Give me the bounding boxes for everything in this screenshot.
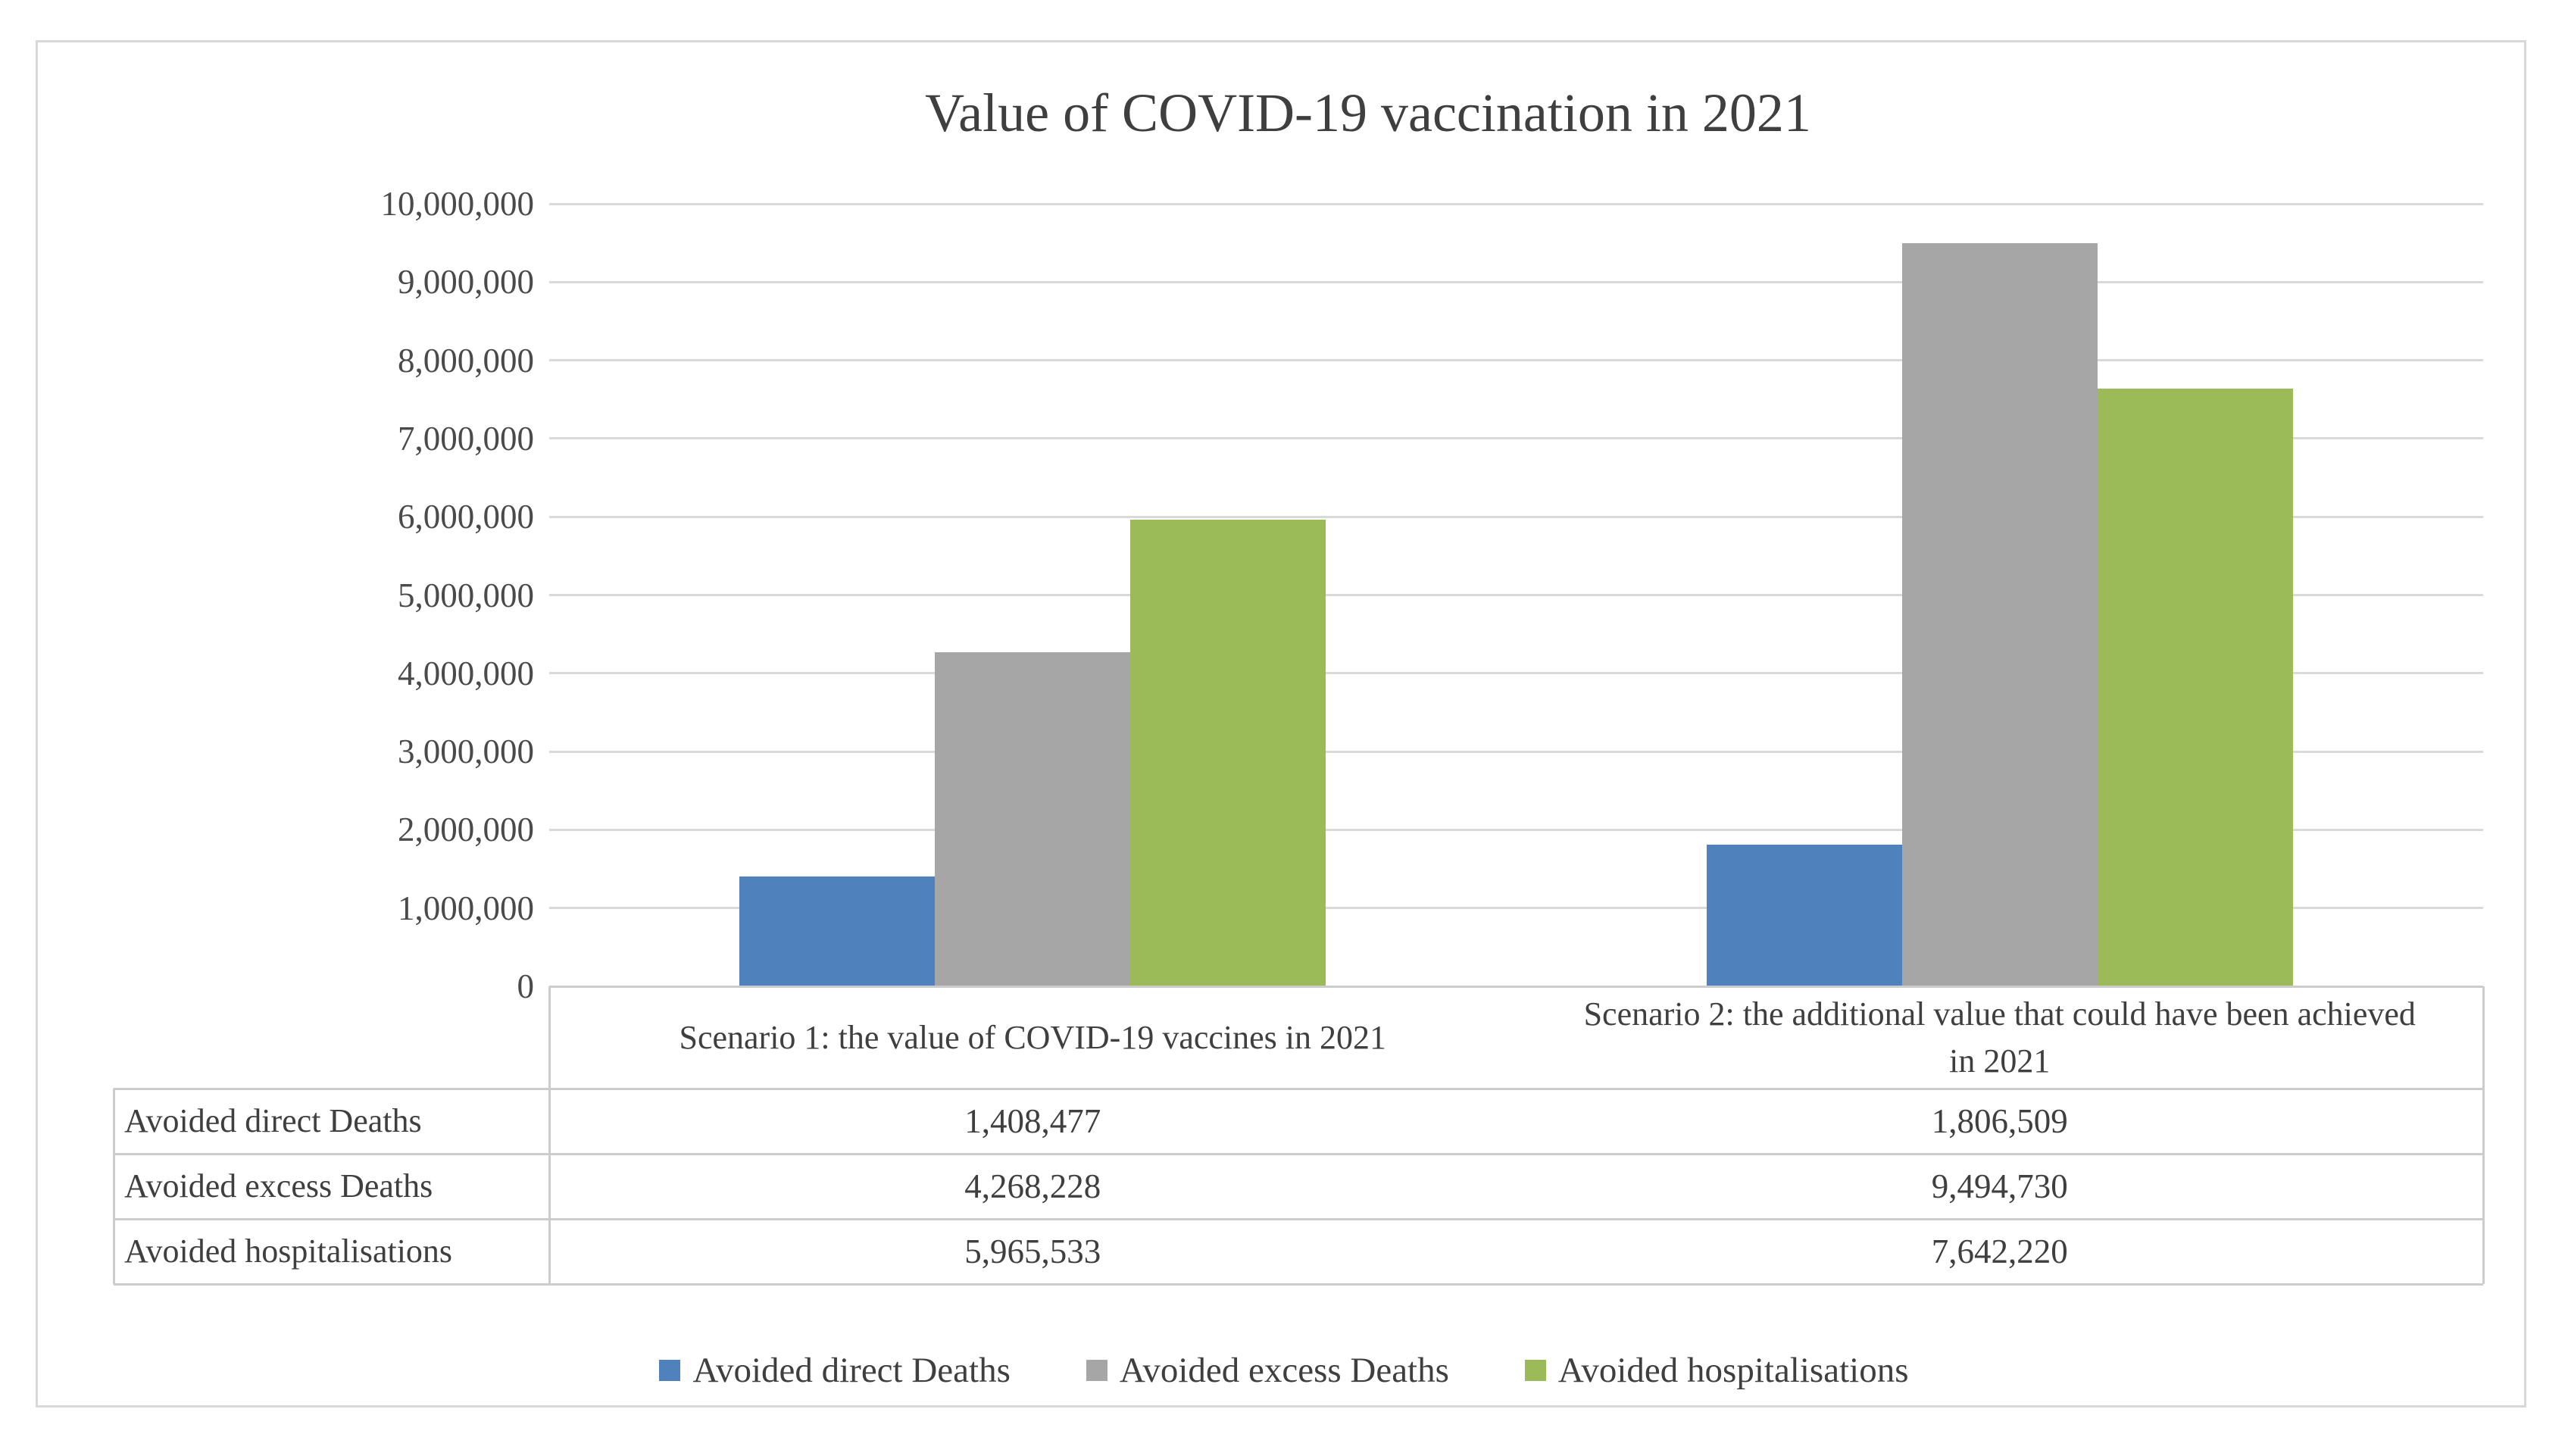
y-gridline: [549, 750, 2483, 753]
y-gridline: [549, 672, 2483, 675]
y-gridline: [549, 280, 2483, 283]
y-gridline: [549, 359, 2483, 362]
y-gridline: [549, 594, 2483, 596]
legend-label-avoided-excess-deaths: Avoided excess Deaths: [1119, 1351, 1449, 1390]
table-cell-avoided-direct-deaths-scenario-1: 1,408,477: [964, 1102, 1101, 1140]
legend-item-avoided-direct-deaths: Avoided direct Deaths: [659, 1350, 1011, 1391]
bar-avoided-hospitalisations-scenario-2: [2097, 388, 2293, 986]
y-axis-tick-label: 2,000,000: [398, 811, 534, 849]
table-border-line: [549, 985, 2483, 988]
chart-title: Value of COVID-19 vaccination in 2021: [925, 83, 1811, 143]
bar-avoided-excess-deaths-scenario-1: [935, 652, 1131, 986]
chart-legend: Avoided direct Deaths Avoided excess Deat…: [0, 1350, 2568, 1391]
table-row-label-avoided-direct-deaths: Avoided direct Deaths: [124, 1102, 422, 1139]
table-cell-avoided-hospitalisations-scenario-1: 5,965,533: [964, 1233, 1101, 1270]
bar-avoided-direct-deaths-scenario-2: [1706, 845, 1902, 986]
y-gridline: [549, 515, 2483, 518]
table-header-scenario-2: Scenario 2: the additional value that co…: [1583, 995, 2416, 1080]
y-gridline: [549, 828, 2483, 831]
bar-avoided-hospitalisations-scenario-1: [1130, 519, 1326, 986]
legend-swatch-avoided-direct-deaths: [659, 1360, 681, 1381]
table-row-label-avoided-excess-deaths: Avoided excess Deaths: [124, 1167, 433, 1204]
y-axis-tick-label: 8,000,000: [398, 341, 534, 380]
table-border-line: [114, 1087, 2483, 1090]
figure-border: [36, 40, 2526, 1408]
table-border-line: [112, 1089, 115, 1284]
y-gridline: [549, 437, 2483, 440]
table-border-line: [114, 1152, 2483, 1155]
table-cell-avoided-hospitalisations-scenario-2: 7,642,220: [1931, 1233, 2068, 1270]
table-header-scenario-1: Scenario 1: the value of COVID-19 vaccin…: [679, 1018, 1387, 1056]
table-border-line: [548, 986, 551, 1284]
y-gridline: [549, 202, 2483, 205]
legend-item-avoided-excess-deaths: Avoided excess Deaths: [1086, 1350, 1449, 1391]
y-axis-tick-label: 0: [517, 967, 535, 1005]
y-axis-tick-label: 9,000,000: [398, 263, 534, 302]
y-axis-tick-label: 1,000,000: [398, 889, 534, 927]
legend-swatch-avoided-excess-deaths: [1086, 1360, 1107, 1381]
table-cell-avoided-direct-deaths-scenario-2: 1,806,509: [1931, 1102, 2068, 1140]
bar-avoided-excess-deaths-scenario-2: [1901, 243, 2098, 986]
legend-label-avoided-hospitalisations: Avoided hospitalisations: [1557, 1351, 1909, 1390]
table-cell-avoided-excess-deaths-scenario-1: 4,268,228: [964, 1167, 1101, 1205]
y-axis-tick-label: 3,000,000: [398, 733, 534, 771]
table-border-line: [2482, 986, 2485, 1284]
table-row-label-avoided-hospitalisations: Avoided hospitalisations: [124, 1233, 453, 1270]
legend-item-avoided-hospitalisations: Avoided hospitalisations: [1524, 1350, 1909, 1391]
legend-label-avoided-direct-deaths: Avoided direct Deaths: [692, 1351, 1011, 1390]
legend-swatch-avoided-hospitalisations: [1524, 1360, 1546, 1381]
y-axis-tick-label: 4,000,000: [398, 654, 534, 692]
y-axis-tick-label: 7,000,000: [398, 419, 534, 458]
y-gridline: [549, 907, 2483, 910]
table-border-line: [114, 1217, 2483, 1220]
bar-avoided-direct-deaths-scenario-1: [739, 876, 936, 986]
y-axis-tick-label: 6,000,000: [398, 498, 534, 536]
y-axis-tick-label: 5,000,000: [398, 576, 534, 614]
table-border-line: [114, 1283, 2483, 1286]
table-cell-avoided-excess-deaths-scenario-2: 9,494,730: [1931, 1167, 2068, 1205]
y-axis-tick-label: 10,000,000: [380, 185, 535, 223]
